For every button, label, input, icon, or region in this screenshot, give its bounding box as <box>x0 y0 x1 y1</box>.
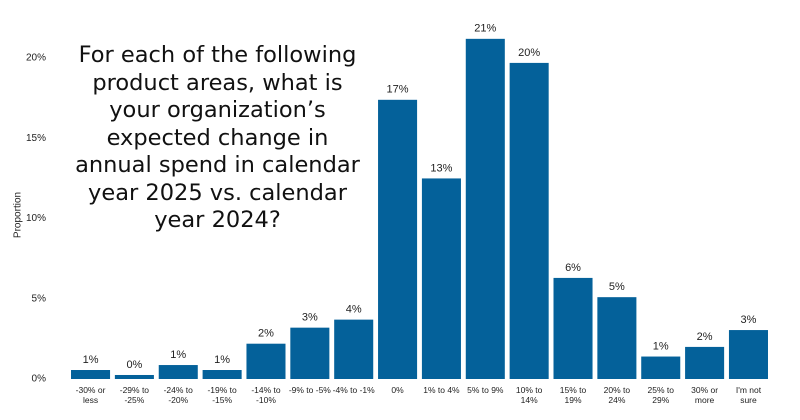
x-tick-label: -19% to -15% <box>207 385 237 405</box>
value-label: 1% <box>214 354 230 366</box>
x-tick-label: -4% to -1% <box>332 385 375 395</box>
x-tick-label: -24% to -20% <box>163 385 193 405</box>
x-tick-label: 25% to 29% <box>647 385 674 405</box>
bar <box>685 346 725 379</box>
bar <box>114 374 154 379</box>
y-axis-label: Proportion <box>13 192 24 238</box>
value-label: 13% <box>430 162 452 174</box>
value-label: 2% <box>258 328 274 340</box>
y-tick-label: 20% <box>26 53 46 64</box>
bar <box>378 99 418 380</box>
value-label: 3% <box>741 314 757 326</box>
x-tick-label: 1% to 4% <box>423 385 460 395</box>
value-label: 21% <box>474 23 496 35</box>
x-tick-label: -9% to -5% <box>288 385 331 395</box>
value-label: 20% <box>518 47 540 59</box>
x-tick-label: 5% to 9% <box>467 385 504 395</box>
bar <box>465 38 505 379</box>
value-label: 1% <box>170 349 186 361</box>
value-label: 3% <box>302 312 318 324</box>
y-tick-label: 15% <box>26 133 46 144</box>
x-tick-label: 0% <box>391 385 404 395</box>
x-tick-label: -29% to -25% <box>119 385 150 405</box>
value-label: 1% <box>653 340 669 352</box>
value-label: 2% <box>697 331 713 343</box>
value-label: 0% <box>126 359 142 371</box>
value-label: 6% <box>565 262 581 274</box>
bar <box>641 356 681 379</box>
x-tick-label: 10% to 14% <box>515 385 543 405</box>
x-tick-label: 30% or more <box>691 385 719 405</box>
bar <box>202 370 242 379</box>
x-tick-label: -30% or less <box>75 385 106 405</box>
value-label: 1% <box>83 354 99 366</box>
x-tick-label: -14% to -10% <box>251 385 281 405</box>
x-tick-label: 20% to 24% <box>603 385 631 405</box>
bar <box>334 319 374 379</box>
x-tick-label: I'm not sure <box>735 385 762 405</box>
y-tick-label: 10% <box>26 213 46 224</box>
value-label: 5% <box>609 281 625 293</box>
chart-title: For each of the following product areas,… <box>75 42 360 233</box>
bar <box>553 277 593 379</box>
value-label: 17% <box>387 84 409 96</box>
y-tick-label: 0% <box>32 374 47 385</box>
bar <box>597 297 637 379</box>
bar <box>421 178 461 379</box>
bar <box>158 365 198 379</box>
x-tick-label: 15% to 19% <box>559 385 587 405</box>
value-label: 4% <box>346 304 362 316</box>
bar <box>290 327 330 379</box>
bar <box>509 62 549 380</box>
bar <box>71 370 111 379</box>
bar <box>246 343 286 379</box>
bar <box>728 330 768 379</box>
y-tick-label: 5% <box>32 293 47 304</box>
